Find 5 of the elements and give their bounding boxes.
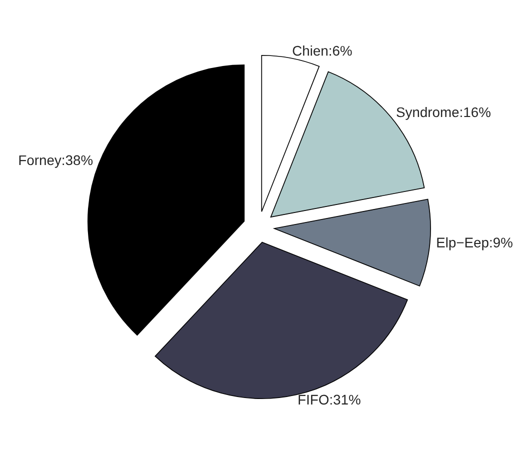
slice-label: Elp−Eep:9%	[437, 237, 512, 250]
slice-label: Forney:38%	[19, 155, 93, 168]
slice-label: Chien:6%	[292, 46, 352, 56]
slice-label: FIFO:31%	[298, 394, 360, 405]
slice-label: Syndrome:16%	[396, 106, 490, 120]
